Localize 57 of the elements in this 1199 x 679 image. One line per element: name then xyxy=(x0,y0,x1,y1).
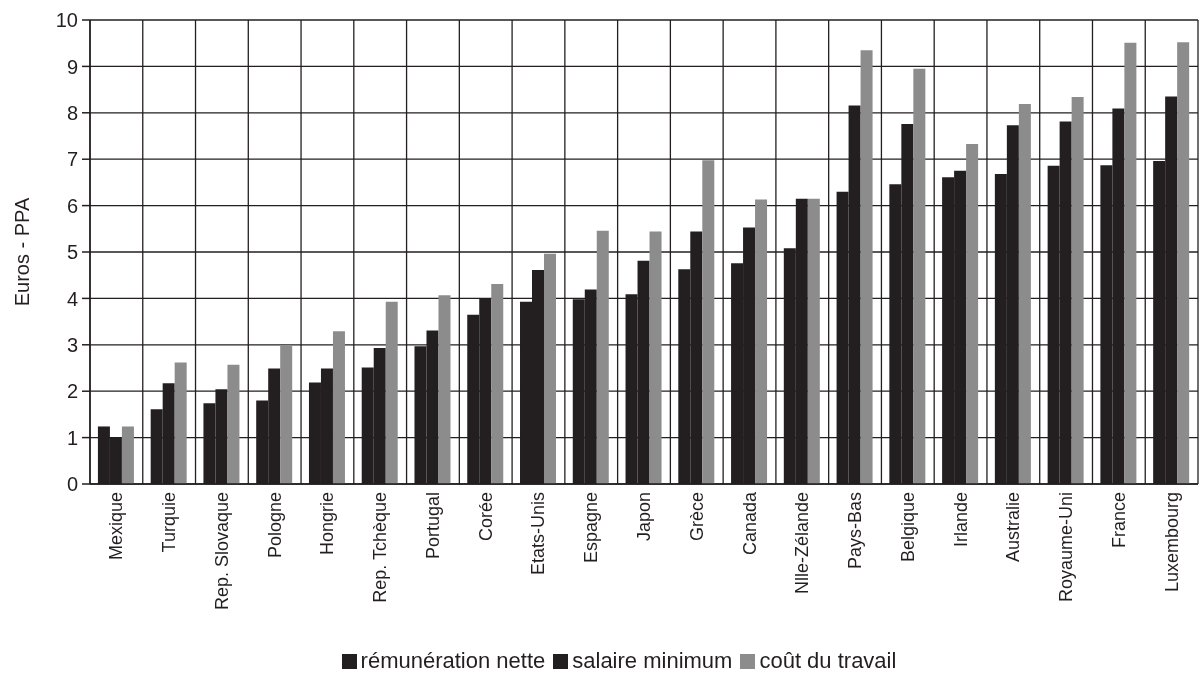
legend-label: coût du travail xyxy=(759,648,897,674)
bar xyxy=(860,50,873,484)
y-tick-label: 1 xyxy=(66,426,78,449)
bar xyxy=(649,231,662,484)
bar xyxy=(1177,42,1190,484)
bar xyxy=(1124,42,1137,484)
x-tick-label: Rep. Slovaque xyxy=(211,492,232,611)
x-tick-label: Nlle-Zélande xyxy=(792,492,813,595)
y-axis-title: Euros - PPA xyxy=(11,197,33,307)
bar xyxy=(280,345,293,484)
legend-label: salaire minimum xyxy=(572,648,733,674)
x-tick-label: France xyxy=(1108,492,1129,549)
y-tick-label: 4 xyxy=(66,287,78,310)
x-tick-label: Etats-Unis xyxy=(528,492,549,576)
x-tick-label: Australie xyxy=(1003,492,1024,563)
y-tick-label: 3 xyxy=(66,333,78,356)
x-tick-label: Turquie xyxy=(159,492,180,553)
bar xyxy=(1018,103,1031,484)
bar xyxy=(702,160,715,484)
x-tick-label: Royaume-Uni xyxy=(1056,492,1077,603)
bar xyxy=(438,295,451,484)
x-tick-label: Luxembourg xyxy=(1161,492,1182,593)
bar xyxy=(491,284,504,484)
bar xyxy=(807,198,820,484)
bar xyxy=(385,301,398,484)
x-tick-label: Portugal xyxy=(422,492,443,560)
x-tick-label: Espagne xyxy=(581,492,602,564)
bar xyxy=(596,230,609,484)
y-tick-label: 9 xyxy=(66,55,78,78)
bar xyxy=(121,426,134,484)
bar xyxy=(332,331,345,484)
x-tick-label: Belgique xyxy=(897,492,918,563)
x-tick-label: Japon xyxy=(634,492,654,542)
legend-label: rémunération nette xyxy=(360,648,546,674)
x-tick-label: Canada xyxy=(739,491,760,556)
y-tick-label: 7 xyxy=(66,148,78,171)
x-tick-label: Corée xyxy=(475,492,496,542)
bar xyxy=(966,143,979,484)
y-tick-label: 10 xyxy=(55,9,78,32)
y-tick-label: 0 xyxy=(66,473,78,496)
y-tick-label: 6 xyxy=(66,194,78,217)
x-tick-label: Pologne xyxy=(264,492,285,559)
bar xyxy=(1071,97,1084,484)
bar xyxy=(913,68,926,484)
x-tick-label: Hongrie xyxy=(317,492,338,556)
x-tick-label: Grèce xyxy=(686,492,707,542)
y-tick-label: 2 xyxy=(66,380,78,403)
bar xyxy=(755,199,768,484)
y-tick-label: 5 xyxy=(66,241,78,264)
bar xyxy=(544,253,557,484)
bar xyxy=(227,364,240,484)
x-tick-label: Rep. Tchèque xyxy=(370,492,391,603)
x-tick-label: Irlande xyxy=(950,492,971,548)
x-tick-label: Mexique xyxy=(106,492,127,561)
bar xyxy=(174,362,187,484)
y-tick-label: 8 xyxy=(66,101,78,124)
x-tick-label: Pays-Bas xyxy=(845,492,866,570)
